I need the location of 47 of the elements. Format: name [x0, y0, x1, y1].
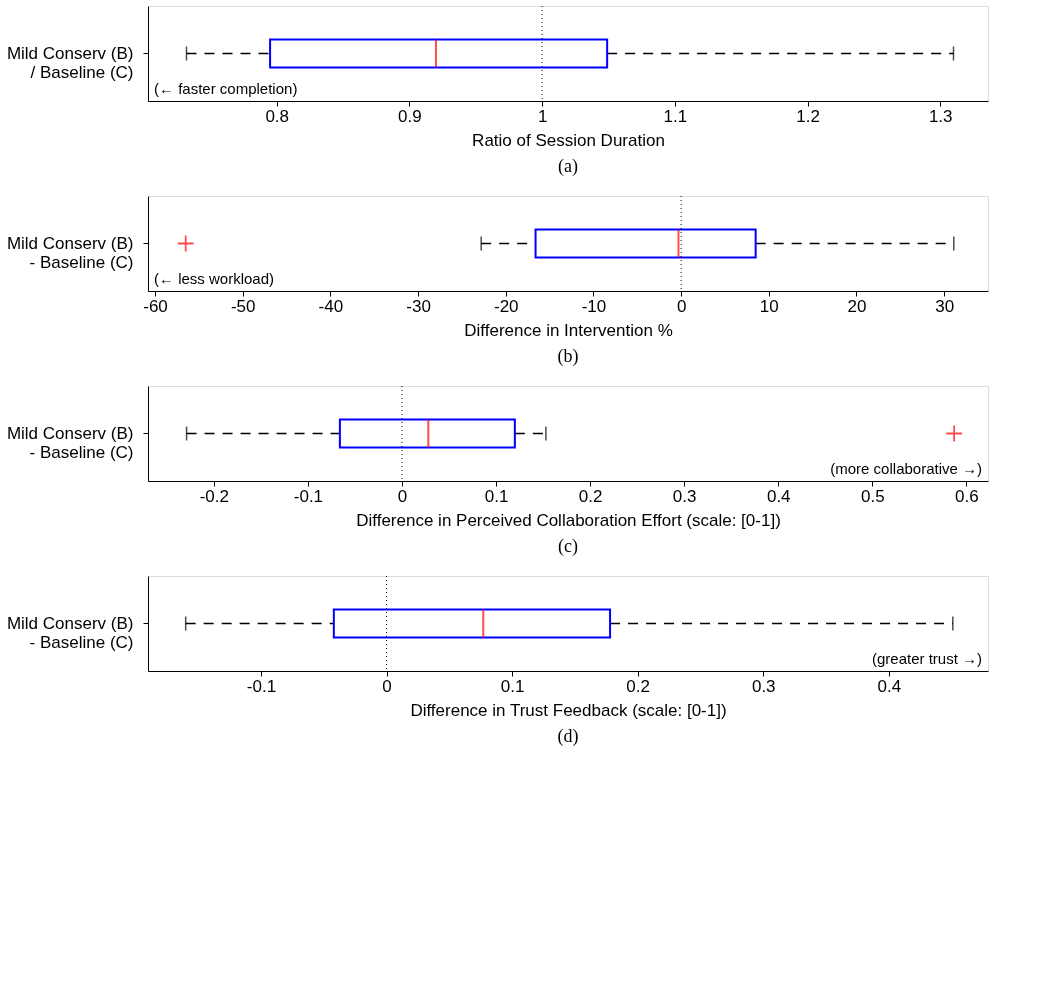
x-tick-label: -0.2 [199, 486, 229, 506]
x-tick-label: -10 [581, 296, 607, 316]
x-tick-label: 0.5 [860, 486, 885, 506]
text: (d) [557, 726, 579, 747]
text: (a) [558, 156, 578, 177]
x-axis-title: Difference in Trust Feedback (scale: [0-1]) [410, 700, 727, 720]
x-tick-label: 0.3 [751, 676, 776, 696]
y-tick-label: Mild Conserv (B) - Baseline (C) [6, 613, 134, 652]
x-axis-title: Difference in Intervention % [464, 320, 673, 340]
x-tick-label: 1 [537, 106, 548, 126]
annotation: (more collaborative →) [830, 460, 982, 477]
x-tick-label: 1.3 [928, 106, 953, 126]
annotation: (← faster completion) [154, 80, 298, 97]
x-tick-label: 0.3 [672, 486, 697, 506]
x-tick-label: 0.1 [484, 486, 509, 506]
x-tick-label: 0.4 [877, 676, 902, 696]
x-tick-label: -20 [493, 296, 519, 316]
x-tick-label: -60 [143, 296, 168, 316]
x-tick-label: 0.6 [955, 486, 979, 506]
x-tick-label: 0.2 [626, 676, 651, 696]
annotation: (greater trust →) [871, 650, 982, 667]
annotation: (← less workload) [154, 270, 275, 287]
x-tick-label: 0.2 [578, 486, 603, 506]
x-tick-label: 10 [759, 296, 779, 316]
x-axis-title: Ratio of Session Duration [472, 130, 665, 150]
x-tick-label: 0 [397, 486, 408, 506]
y-tick-label: Mild Conserv (B) - Baseline (C) [6, 423, 134, 462]
x-tick-label: 0 [676, 296, 687, 316]
text: (b) [557, 346, 579, 367]
x-tick-label: 0.9 [398, 106, 422, 126]
x-tick-label: -40 [318, 296, 344, 316]
x-axis-title: Difference in Perceived Collaboration Effort (scale: [0-1]) [356, 510, 781, 530]
text: (c) [558, 536, 578, 557]
x-tick-label: 0.4 [766, 486, 791, 506]
x-tick-label: -30 [406, 296, 431, 316]
x-tick-label: 1.2 [796, 106, 820, 126]
y-tick-label: Mild Conserv (B) / Baseline (C) [6, 43, 134, 82]
y-tick-label: Mild Conserv (B) - Baseline (C) [6, 233, 134, 272]
x-tick-label: 30 [935, 296, 955, 316]
x-tick-label: -50 [230, 296, 256, 316]
x-tick-label: -0.1 [246, 676, 277, 696]
x-tick-label: -0.1 [293, 486, 324, 506]
x-tick-label: 0.1 [500, 676, 525, 696]
x-tick-label: 0 [382, 676, 392, 696]
x-tick-label: 1.1 [663, 106, 688, 126]
x-tick-label: 0.8 [265, 106, 290, 126]
x-tick-label: 20 [847, 296, 867, 316]
